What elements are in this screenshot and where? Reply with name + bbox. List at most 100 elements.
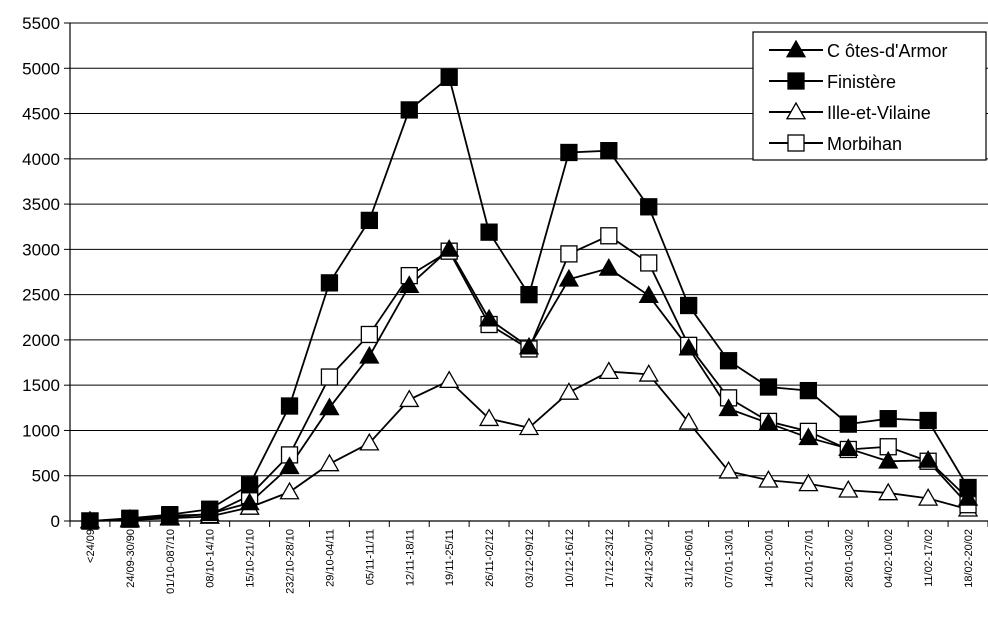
data-point — [600, 142, 618, 160]
data-point — [878, 450, 899, 469]
x-tick-label: 28/01-03/02 — [843, 529, 855, 588]
x-tick-label: 03/12-09/12 — [524, 529, 536, 588]
data-point — [478, 408, 500, 427]
series-line — [89, 234, 969, 522]
x-tick-label: 26/11-02/12 — [484, 529, 496, 587]
data-point — [240, 476, 259, 494]
x-tick-label: 17/12-23/12 — [604, 529, 616, 588]
data-point — [598, 258, 619, 276]
axes — [69, 23, 988, 522]
series-3 — [89, 234, 969, 522]
data-point — [518, 417, 540, 436]
data-point — [399, 389, 420, 408]
series-2 — [89, 370, 969, 522]
legend-entry: Morbihan — [769, 134, 902, 154]
data-point — [918, 488, 939, 506]
x-tick-label: 232/10-28/10 — [285, 529, 297, 594]
data-point — [320, 368, 339, 386]
legend-entry: C ôtes-d'Armor — [769, 39, 947, 61]
y-tick-label: 5000 — [22, 59, 60, 78]
data-point — [799, 381, 818, 400]
y-tick-label: 500 — [32, 467, 60, 486]
y-tick-label: 4500 — [22, 105, 60, 124]
y-tick-label: 0 — [51, 512, 60, 531]
data-point — [878, 482, 899, 501]
data-point — [320, 274, 339, 292]
data-point — [319, 453, 340, 472]
data-point — [279, 481, 300, 500]
data-point — [598, 361, 619, 380]
x-tick-label: 24/09-30/90 — [125, 529, 137, 588]
series-markers-1 — [81, 68, 977, 530]
data-point — [718, 398, 739, 417]
data-point — [838, 479, 859, 498]
y-tick-label: 1500 — [22, 376, 60, 395]
data-point — [759, 378, 778, 396]
data-point — [359, 345, 380, 364]
data-point — [957, 488, 979, 506]
data-point — [439, 370, 460, 389]
x-tick-label: 19/11-25/11 — [444, 529, 456, 586]
data-point — [560, 143, 578, 162]
y-tick-label: 2500 — [22, 286, 60, 305]
data-point — [918, 450, 939, 468]
data-point — [319, 397, 340, 416]
x-tick-label: 29/10-04/11 — [324, 529, 336, 587]
data-point — [439, 239, 460, 257]
data-point — [959, 478, 977, 497]
data-point — [879, 410, 897, 428]
legend-entry: Ille-et-Vilaine — [769, 101, 931, 123]
data-point — [480, 223, 498, 241]
series-line — [89, 370, 969, 522]
x-tick-label: 18/02-20/02 — [963, 529, 975, 588]
data-point — [798, 473, 819, 492]
data-point — [838, 438, 859, 456]
x-tick-label: 14/01-20/01 — [763, 529, 775, 588]
x-tick-label: 24/12-30/12 — [644, 529, 656, 588]
legend-label: Morbihan — [827, 134, 902, 154]
data-point — [360, 325, 378, 344]
data-point — [785, 39, 807, 58]
x-tick-label: 12/11-18/11 — [404, 529, 416, 586]
y-tick-label: 1000 — [22, 421, 60, 440]
data-point — [640, 198, 658, 216]
y-tick-label: 2000 — [22, 331, 60, 350]
data-point — [787, 72, 805, 90]
x-tick-label: 05/11-11/11 — [364, 529, 376, 585]
data-point — [478, 308, 500, 327]
y-axis-ticks: 0 500 1000 1500 2000 2500 3000 3500 4000 4500 5000… — [22, 14, 70, 531]
data-point — [280, 397, 299, 415]
data-point — [161, 506, 179, 524]
x-tick-label: 10/12-16/12 — [564, 529, 576, 588]
x-tick-label: 08/10-14/10 — [205, 529, 217, 588]
series-group — [79, 68, 979, 530]
x-tick-label: 21/01-27/01 — [803, 529, 815, 588]
legend-label: Ille-et-Vilaine — [827, 103, 931, 123]
data-point — [787, 134, 805, 152]
data-point — [121, 509, 139, 527]
legend-label: C ôtes-d'Armor — [827, 41, 947, 61]
data-point — [520, 285, 538, 304]
data-point — [600, 227, 618, 245]
x-tick-label: 31/12-06/01 — [684, 529, 696, 588]
data-point — [678, 411, 699, 430]
x-tick-label: 07/01-13/01 — [724, 529, 736, 588]
x-tick-label: 04/02-10/02 — [883, 529, 895, 588]
legend-label: Finistère — [827, 72, 896, 92]
legend: C ôtes-d'Armor Finistère Ille-et-Vilaine Mo… — [752, 31, 987, 161]
data-point — [839, 415, 857, 433]
data-point — [518, 336, 540, 355]
data-point — [558, 382, 580, 400]
data-point — [400, 101, 418, 119]
data-point — [359, 432, 380, 451]
legend-entry: Finistère — [769, 72, 896, 92]
data-point — [440, 68, 458, 86]
data-point — [201, 500, 219, 518]
data-point — [399, 275, 420, 293]
data-point — [678, 337, 699, 356]
data-point — [560, 245, 578, 263]
data-point — [718, 460, 739, 479]
y-tick-label: 3000 — [22, 240, 60, 259]
series-markers-0 — [79, 239, 979, 529]
